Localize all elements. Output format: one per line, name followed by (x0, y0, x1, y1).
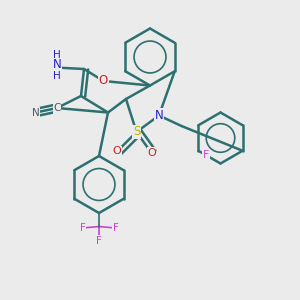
Text: F: F (80, 223, 85, 233)
Text: H: H (53, 50, 61, 61)
Text: N: N (52, 58, 62, 71)
Text: C: C (53, 103, 61, 113)
Text: F: F (203, 150, 209, 160)
Text: O: O (147, 148, 156, 158)
Text: H: H (53, 71, 61, 81)
Text: N: N (154, 109, 164, 122)
Text: N: N (32, 107, 40, 118)
Text: O: O (112, 146, 122, 157)
Text: S: S (133, 125, 140, 139)
Text: O: O (99, 74, 108, 88)
Text: F: F (112, 223, 118, 233)
Text: F: F (96, 236, 102, 246)
